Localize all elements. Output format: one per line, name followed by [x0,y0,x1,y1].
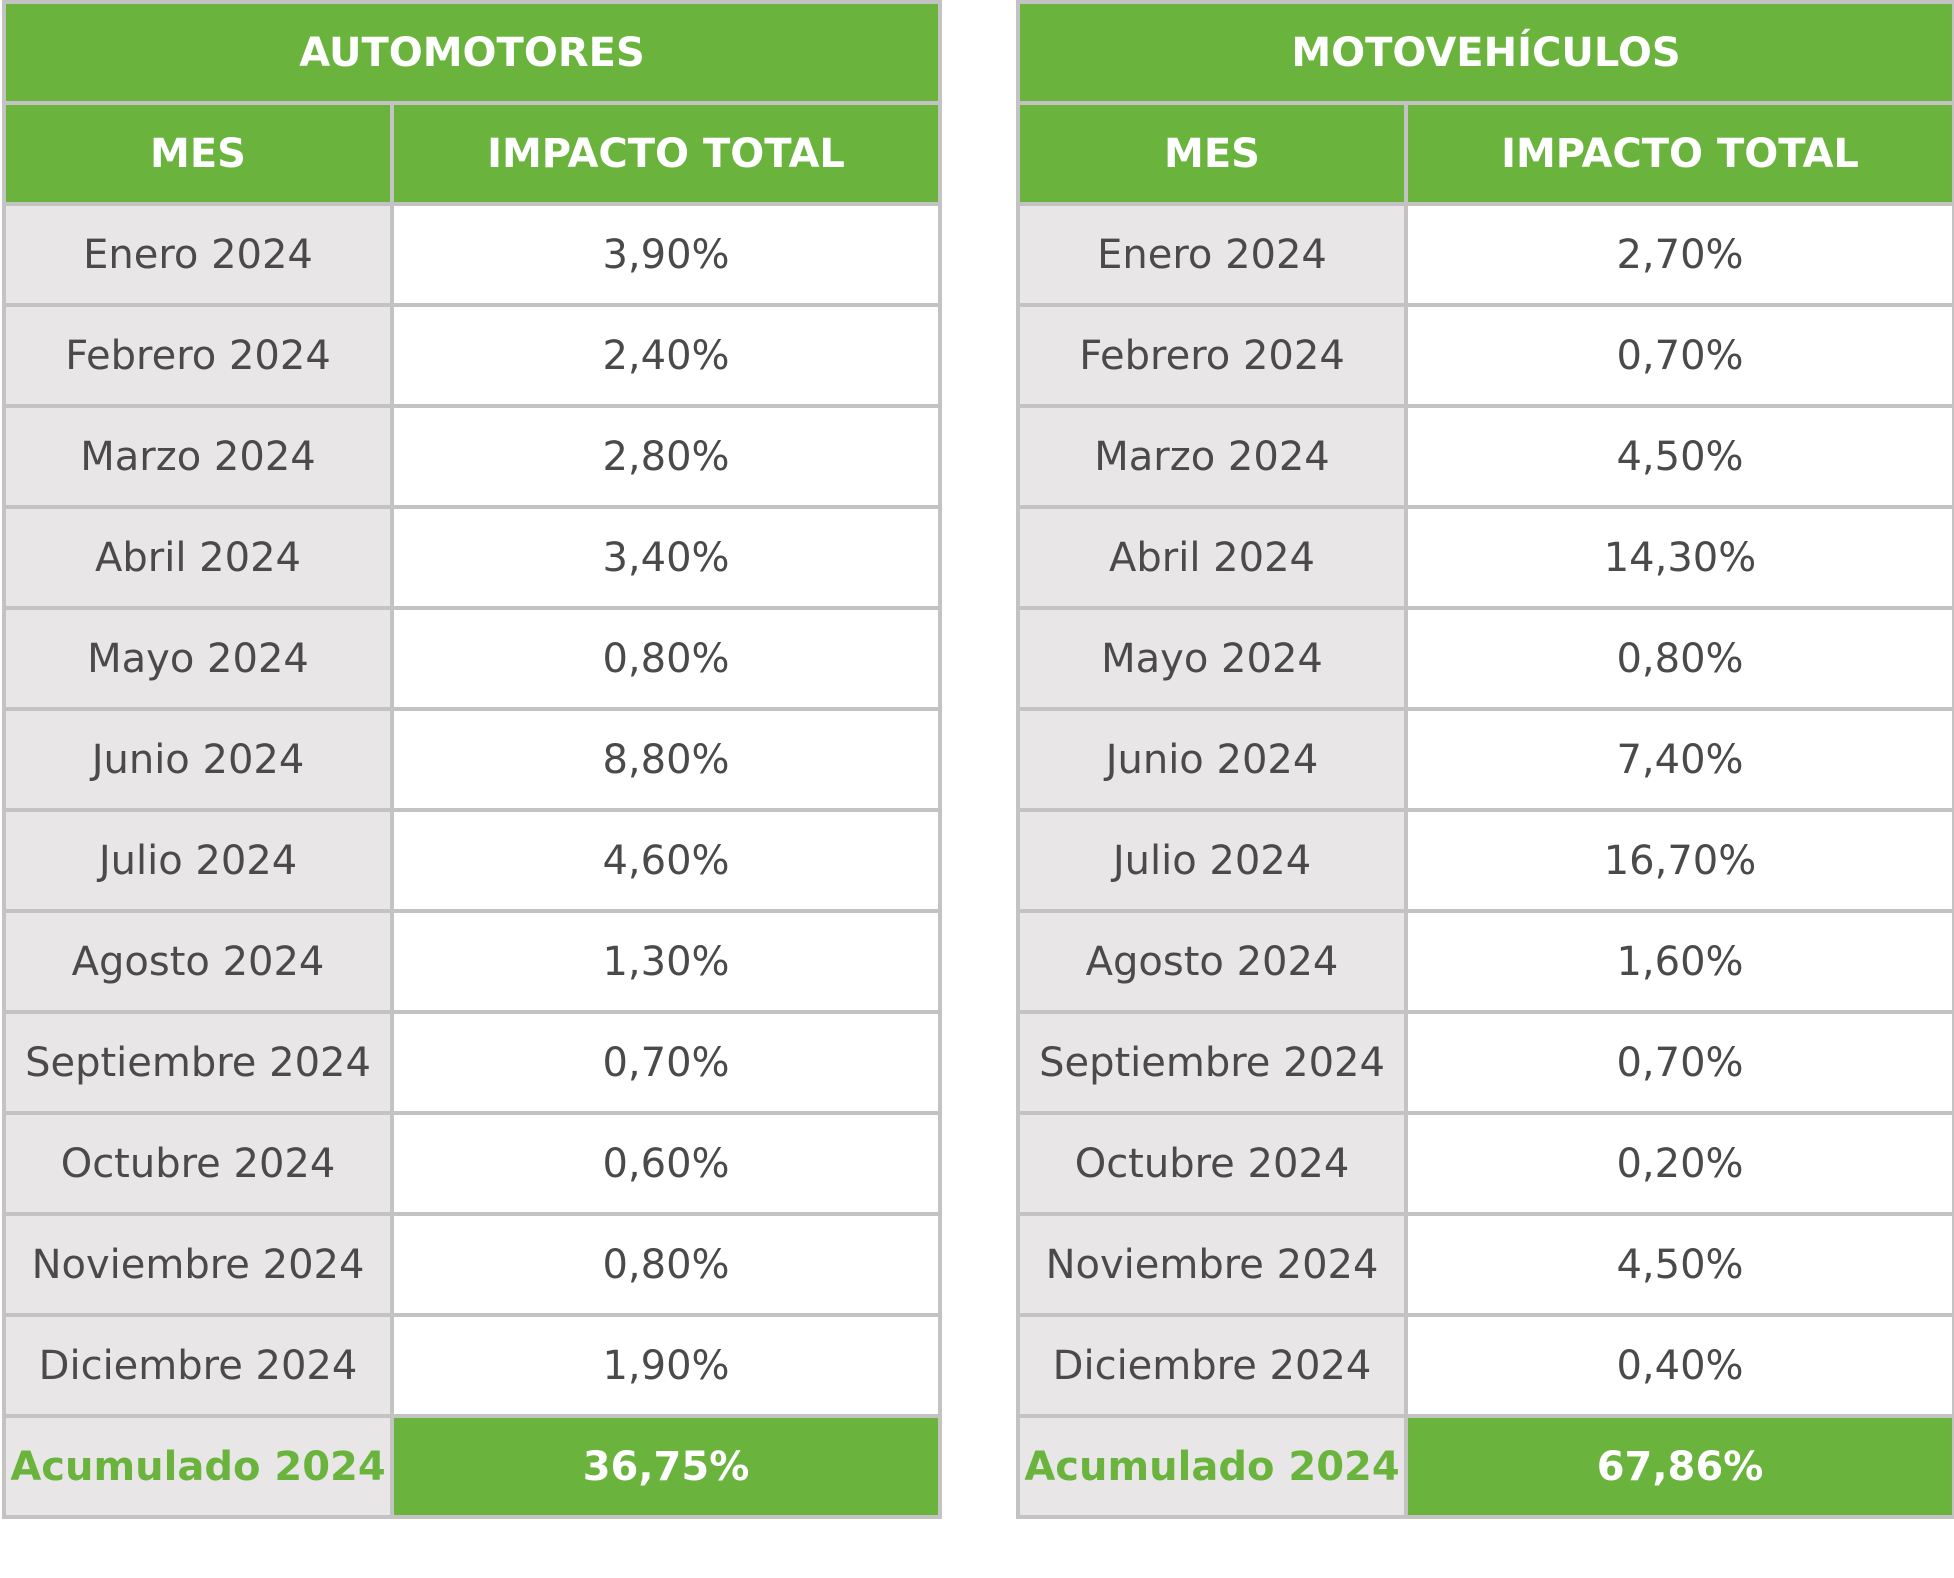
table-row: Octubre 2024 0,60% [2,1111,942,1216]
table-row: Junio 2024 8,80% [2,707,942,812]
month-cell: Octubre 2024 [1016,1111,1408,1216]
table-row: Noviembre 2024 4,50% [1016,1212,1954,1317]
column-header-mes: MES [2,101,394,206]
impact-value-cell: 1,90% [390,1313,942,1418]
impact-value-cell: 3,40% [390,505,942,610]
month-cell: Junio 2024 [2,707,394,812]
table-row: Mayo 2024 0,80% [2,606,942,711]
table-row: Junio 2024 7,40% [1016,707,1954,812]
impact-value-cell: 3,90% [390,202,942,307]
impact-value-cell: 0,40% [1404,1313,1954,1418]
month-cell: Junio 2024 [1016,707,1408,812]
table-row: Abril 2024 14,30% [1016,505,1954,610]
month-cell: Febrero 2024 [2,303,394,408]
impact-value-cell: 16,70% [1404,808,1954,913]
month-cell: Febrero 2024 [1016,303,1408,408]
table-row: Enero 2024 2,70% [1016,202,1954,307]
month-cell: Marzo 2024 [2,404,394,509]
total-label: Acumulado 2024 [2,1414,394,1519]
impact-value-cell: 8,80% [390,707,942,812]
month-cell: Mayo 2024 [2,606,394,711]
table-row: Septiembre 2024 0,70% [2,1010,942,1115]
month-cell: Diciembre 2024 [1016,1313,1408,1418]
automotores-table: AUTOMOTORES MES IMPACTO TOTAL Enero 2024… [2,0,942,1519]
impact-value-cell: 0,70% [1404,303,1954,408]
motovehiculos-title: MOTOVEHÍCULOS [1016,0,1954,105]
total-value: 36,75% [390,1414,942,1519]
month-cell: Marzo 2024 [1016,404,1408,509]
month-cell: Octubre 2024 [2,1111,394,1216]
impact-value-cell: 0,70% [1404,1010,1954,1115]
table-row: Julio 2024 16,70% [1016,808,1954,913]
month-cell: Mayo 2024 [1016,606,1408,711]
month-cell: Noviembre 2024 [1016,1212,1408,1317]
table-row: Enero 2024 3,90% [2,202,942,307]
month-cell: Abril 2024 [2,505,394,610]
impact-value-cell: 2,40% [390,303,942,408]
impact-value-cell: 0,20% [1404,1111,1954,1216]
impact-value-cell: 0,70% [390,1010,942,1115]
column-header-mes: MES [1016,101,1408,206]
table-row: Noviembre 2024 0,80% [2,1212,942,1317]
impact-value-cell: 4,50% [1404,404,1954,509]
total-row: Acumulado 2024 67,86% [1016,1414,1954,1519]
table-row: Marzo 2024 4,50% [1016,404,1954,509]
month-cell: Septiembre 2024 [2,1010,394,1115]
month-cell: Enero 2024 [2,202,394,307]
table-row: Agosto 2024 1,60% [1016,909,1954,1014]
impact-value-cell: 0,60% [390,1111,942,1216]
table-row: Diciembre 2024 1,90% [2,1313,942,1418]
month-cell: Julio 2024 [1016,808,1408,913]
impact-value-cell: 0,80% [1404,606,1954,711]
impact-value-cell: 2,70% [1404,202,1954,307]
impact-value-cell: 1,30% [390,909,942,1014]
automotores-title: AUTOMOTORES [2,0,942,105]
impact-value-cell: 14,30% [1404,505,1954,610]
table-row: Julio 2024 4,60% [2,808,942,913]
table-row: Agosto 2024 1,30% [2,909,942,1014]
table-row: Septiembre 2024 0,70% [1016,1010,1954,1115]
motovehiculos-table: MOTOVEHÍCULOS MES IMPACTO TOTAL Enero 20… [1016,0,1954,1519]
month-cell: Agosto 2024 [1016,909,1408,1014]
table-row: Mayo 2024 0,80% [1016,606,1954,711]
impact-value-cell: 7,40% [1404,707,1954,812]
impact-value-cell: 0,80% [390,606,942,711]
month-cell: Diciembre 2024 [2,1313,394,1418]
impact-value-cell: 1,60% [1404,909,1954,1014]
impact-value-cell: 4,50% [1404,1212,1954,1317]
month-cell: Abril 2024 [1016,505,1408,610]
table-row: Diciembre 2024 0,40% [1016,1313,1954,1418]
month-cell: Enero 2024 [1016,202,1408,307]
impact-value-cell: 4,60% [390,808,942,913]
table-row: Abril 2024 3,40% [2,505,942,610]
table-row: Febrero 2024 2,40% [2,303,942,408]
month-cell: Septiembre 2024 [1016,1010,1408,1115]
column-header-impacto-total: IMPACTO TOTAL [1404,101,1954,206]
total-value: 67,86% [1404,1414,1954,1519]
impact-value-cell: 2,80% [390,404,942,509]
month-cell: Noviembre 2024 [2,1212,394,1317]
table-row: Febrero 2024 0,70% [1016,303,1954,408]
total-row: Acumulado 2024 36,75% [2,1414,942,1519]
table-row: Marzo 2024 2,80% [2,404,942,509]
month-cell: Julio 2024 [2,808,394,913]
column-header-impacto-total: IMPACTO TOTAL [390,101,942,206]
total-label: Acumulado 2024 [1016,1414,1408,1519]
month-cell: Agosto 2024 [2,909,394,1014]
impact-value-cell: 0,80% [390,1212,942,1317]
table-row: Octubre 2024 0,20% [1016,1111,1954,1216]
